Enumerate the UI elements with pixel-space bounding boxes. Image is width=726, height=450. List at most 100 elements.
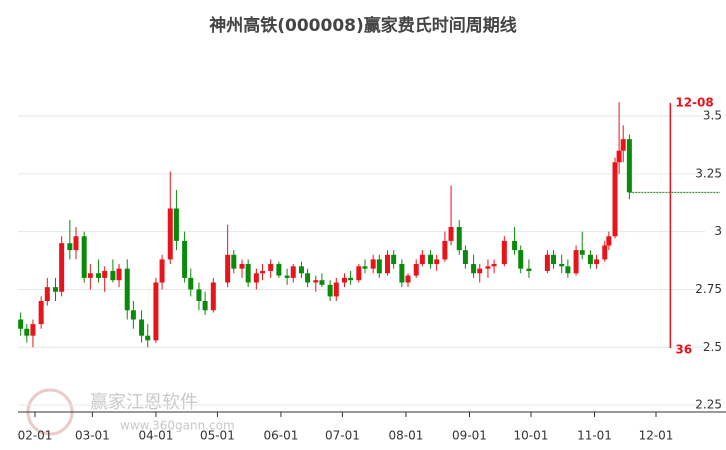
- watermark: 赢家江恩软件: [90, 391, 198, 413]
- y-tick-label: 3.25: [695, 166, 722, 180]
- x-tick-label: 12-01: [639, 429, 674, 443]
- candle-body: [348, 277, 354, 281]
- candle-body: [87, 273, 93, 278]
- x-tick-label: 05-01: [200, 429, 235, 443]
- cycle-days: 36: [675, 343, 692, 357]
- candle-body: [399, 264, 405, 283]
- y-tick-label: 2.5: [703, 340, 722, 354]
- candle-body: [606, 236, 612, 246]
- candle-body: [565, 266, 571, 274]
- candle-body: [130, 310, 136, 320]
- candle-body: [341, 277, 347, 283]
- x-tick-label: 02-01: [18, 429, 53, 443]
- candle-body: [626, 139, 632, 193]
- y-tick-label: 2.25: [695, 398, 722, 412]
- candle-body: [362, 266, 368, 269]
- candle-body: [544, 254, 550, 271]
- candle-body: [477, 268, 483, 274]
- candle-body: [602, 245, 608, 260]
- candle-body: [594, 259, 600, 265]
- candle-body: [268, 264, 274, 271]
- x-tick-label: 10-01: [514, 429, 549, 443]
- candle-body: [298, 266, 304, 274]
- candle-body: [327, 284, 333, 297]
- candle-body: [139, 319, 145, 336]
- y-tick-label: 3: [714, 224, 722, 238]
- candle-body: [313, 280, 319, 283]
- candle-body: [110, 270, 116, 281]
- y-tick-label: 2.75: [695, 282, 722, 296]
- candle-body: [210, 282, 216, 311]
- cycle-date: 12-08: [675, 96, 713, 110]
- x-tick-label: 11-01: [577, 429, 612, 443]
- candle-body: [182, 240, 188, 278]
- x-tick-label: 04-01: [138, 429, 173, 443]
- candle-body: [356, 266, 362, 281]
- candle-body: [73, 236, 79, 251]
- candle-body: [305, 273, 311, 283]
- candle-body: [67, 243, 73, 251]
- candle-body: [485, 266, 491, 269]
- x-tick-label: 08-01: [389, 429, 424, 443]
- candle-body: [376, 259, 382, 274]
- candle-body: [116, 268, 122, 281]
- candle-body: [225, 254, 231, 283]
- x-tick-label: 06-01: [264, 429, 299, 443]
- candle-body: [284, 275, 290, 278]
- candle-body: [196, 289, 202, 302]
- candle-body: [370, 259, 376, 269]
- candle-body: [96, 273, 102, 278]
- candle-body: [245, 264, 251, 283]
- x-tick-label: 07-01: [325, 429, 360, 443]
- watermark-url: www.360gann.com: [120, 419, 235, 433]
- candle-body: [231, 254, 237, 269]
- candle-body: [587, 254, 593, 265]
- candle-body: [44, 287, 50, 302]
- candle-body: [551, 254, 557, 265]
- candle-body: [18, 319, 24, 329]
- candle-body: [413, 264, 419, 276]
- candle-body: [188, 277, 194, 290]
- candle-body: [405, 275, 411, 283]
- candle-body: [462, 250, 468, 265]
- candle-body: [448, 227, 454, 241]
- candle-body: [501, 240, 507, 265]
- candle-body: [333, 282, 339, 297]
- candle-body: [159, 259, 165, 283]
- candle-body: [442, 240, 448, 260]
- candle-body: [526, 268, 532, 271]
- candle-body: [59, 243, 65, 292]
- candle-body: [259, 270, 265, 274]
- x-tick-label: 03-01: [75, 429, 110, 443]
- x-tick-label: 09-01: [452, 429, 487, 443]
- candle-body: [276, 264, 282, 276]
- candle-body: [290, 266, 296, 278]
- y-tick-label: 3.5: [703, 109, 722, 123]
- candle-body: [428, 254, 434, 265]
- candle-body: [202, 301, 208, 311]
- candle-body: [52, 287, 58, 292]
- candle-body: [612, 162, 618, 237]
- candle-body: [512, 240, 518, 251]
- candle-body: [38, 301, 44, 325]
- candle-body: [573, 250, 579, 274]
- candle-body: [102, 270, 108, 278]
- candle-body: [518, 250, 524, 269]
- candle-body: [385, 254, 391, 274]
- chart-title: 神州高铁(000008)赢家费氏时间周期线: [209, 15, 517, 36]
- candle-body: [559, 264, 565, 267]
- candle-body: [124, 268, 130, 311]
- candle-body: [616, 150, 622, 163]
- candle-body: [434, 259, 440, 265]
- candle-body: [620, 139, 626, 151]
- candle-body: [319, 280, 325, 285]
- candle-body: [391, 254, 397, 265]
- candle-body: [173, 208, 179, 241]
- candle-body: [153, 282, 159, 341]
- candle-body: [167, 208, 173, 260]
- candle-body: [419, 254, 425, 265]
- candle-body: [579, 250, 585, 255]
- candle-body: [491, 264, 497, 267]
